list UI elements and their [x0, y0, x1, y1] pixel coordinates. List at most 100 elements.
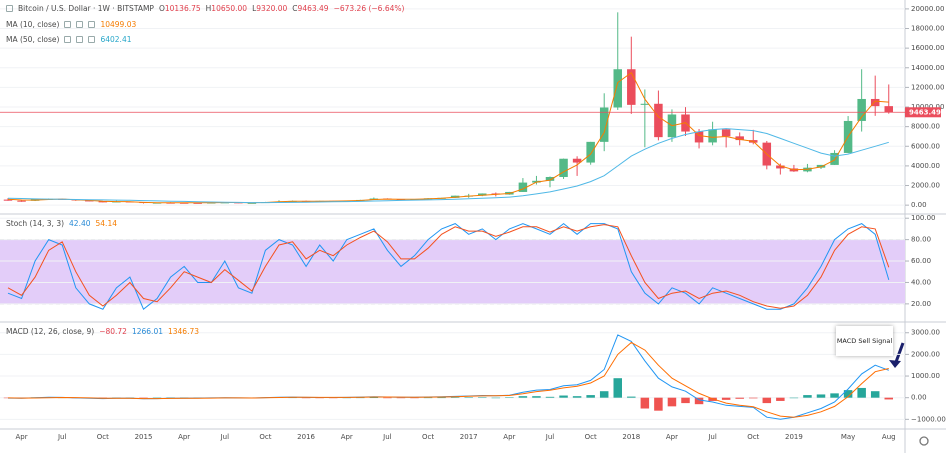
- last-price-label: 9463.49: [909, 108, 941, 116]
- candle-body: [708, 129, 717, 143]
- candle-body: [193, 202, 202, 204]
- eye-icon[interactable]: [64, 36, 72, 43]
- series-line: [7, 341, 889, 418]
- y-tick-label: 1000.00: [911, 372, 940, 380]
- candle-body: [586, 141, 595, 163]
- legend-value: 42.40: [69, 219, 91, 228]
- legend-name: MA (10, close): [6, 20, 60, 29]
- y-tick-label: 6000.00: [911, 142, 940, 150]
- symbol-icon[interactable]: [6, 5, 13, 12]
- histogram-bar: [789, 397, 799, 399]
- y-tick-label: 80.00: [911, 236, 931, 244]
- y-tick-label: 16000.00: [911, 44, 944, 52]
- candle-body: [17, 200, 26, 202]
- last-price-tag: [905, 107, 941, 118]
- candle-body: [450, 195, 460, 198]
- candle-body: [694, 131, 704, 143]
- close-icon[interactable]: [88, 36, 96, 43]
- candle-body: [179, 202, 189, 204]
- histogram-bar: [830, 393, 839, 398]
- candle-body: [857, 98, 866, 121]
- histogram-bar: [559, 395, 568, 398]
- histogram-bar: [491, 397, 501, 399]
- legend-value: 10499.03: [100, 20, 137, 29]
- x-tick-label: Apr: [503, 433, 515, 441]
- histogram-bar: [572, 396, 582, 398]
- y-tick-label: 10000.00: [911, 103, 944, 111]
- y-tick-label: 40.00: [911, 278, 931, 286]
- settings-icon[interactable]: [76, 21, 84, 28]
- candle-body: [572, 158, 582, 163]
- x-tick-label: Apr: [666, 433, 678, 441]
- close-icon[interactable]: [88, 21, 96, 28]
- legend-value: 54.14: [95, 219, 117, 228]
- eye-icon[interactable]: [64, 21, 72, 28]
- ohlc-value: 10136.75: [164, 4, 201, 13]
- candle-body: [884, 106, 893, 113]
- histogram-bar: [762, 397, 772, 404]
- histogram-bar: [478, 397, 487, 398]
- candle-body: [776, 165, 785, 169]
- histogram-bar: [505, 397, 514, 398]
- y-tick-label: 2000.00: [911, 350, 940, 358]
- x-tick-label: Oct: [97, 433, 109, 441]
- x-tick-label: Apr: [341, 433, 353, 441]
- histogram-bar: [776, 397, 785, 401]
- y-tick-label: −1000.00: [911, 415, 946, 423]
- histogram-bar: [423, 397, 433, 399]
- ohlc-key: O: [158, 4, 165, 13]
- series-line: [7, 71, 889, 204]
- settings-icon[interactable]: [919, 436, 929, 446]
- x-tick-label: Oct: [747, 433, 759, 441]
- histogram-bar: [735, 397, 744, 399]
- macd-legend: MACD (12, 26, close, 9) −80.72 1266.01 1…: [6, 327, 199, 336]
- legend-value: 1346.73: [167, 327, 199, 336]
- histogram-bar: [640, 397, 650, 409]
- series-line: [7, 222, 890, 310]
- histogram-bar: [843, 390, 853, 398]
- settings-icon[interactable]: [76, 36, 84, 43]
- candle-body: [627, 69, 636, 105]
- ohlc-value: 10650.00: [211, 4, 248, 13]
- histogram-bar: [437, 397, 446, 399]
- ohlc-value: 9463.49: [297, 4, 329, 13]
- y-tick-label: 100.00: [911, 214, 936, 222]
- x-tick-label: May: [841, 433, 855, 441]
- candle-body: [721, 129, 731, 137]
- candle-body: [559, 158, 568, 177]
- x-tick-label: Oct: [422, 433, 434, 441]
- ohlc-key: C: [292, 4, 298, 13]
- histogram-bar: [532, 396, 541, 398]
- candle-body: [613, 69, 622, 108]
- candle-body: [3, 199, 13, 201]
- candle-body: [599, 107, 609, 142]
- y-tick-label: 0.00: [911, 201, 927, 209]
- ohlc-key: L: [252, 4, 257, 13]
- x-tick-label: Apr: [15, 433, 27, 441]
- histogram-bar: [627, 396, 636, 398]
- ohlc-value: 9320.00: [256, 4, 288, 13]
- legend-value: 1266.01: [131, 327, 163, 336]
- candle-body: [85, 200, 94, 202]
- x-tick-label: Apr: [178, 433, 190, 441]
- x-tick-label: Jul: [545, 433, 555, 441]
- y-tick-label: 20.00: [911, 300, 931, 308]
- y-tick-label: 20000.00: [911, 5, 944, 13]
- x-tick-label: 2016: [297, 433, 315, 441]
- chart-title: Bitcoin / U.S. Dollar · 1W · BITSTAMP: [18, 4, 154, 13]
- candle-body: [640, 103, 650, 105]
- x-tick-label: Jul: [382, 433, 392, 441]
- histogram-bar: [139, 397, 148, 399]
- series-line: [7, 128, 889, 204]
- indicator-title: MACD (12, 26, close, 9): [6, 327, 95, 336]
- histogram-bar: [613, 378, 622, 398]
- legend-value: −80.72: [99, 327, 127, 336]
- y-tick-label: 18000.00: [911, 25, 944, 33]
- histogram-bar: [599, 391, 609, 398]
- histogram-bar: [654, 397, 663, 411]
- histogram-bar: [450, 397, 460, 398]
- main-legend: Bitcoin / U.S. Dollar · 1W · BITSTAMP O1…: [6, 4, 404, 13]
